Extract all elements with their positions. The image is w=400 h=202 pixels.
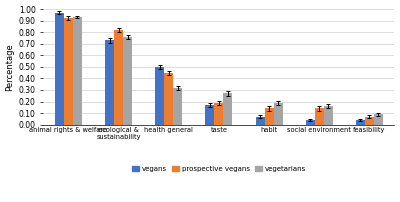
Bar	[224, 94, 232, 125]
Bar	[73, 17, 82, 125]
Bar	[374, 114, 383, 125]
Bar	[356, 120, 365, 125]
Bar	[214, 103, 224, 125]
Bar	[306, 120, 315, 125]
Bar	[315, 108, 324, 125]
Bar	[264, 108, 274, 125]
Y-axis label: Percentage: Percentage	[6, 43, 14, 91]
Bar	[164, 73, 173, 125]
Bar	[114, 30, 123, 125]
Bar	[55, 13, 64, 125]
Bar	[64, 18, 73, 125]
Bar	[274, 103, 282, 125]
Bar	[123, 37, 132, 125]
Bar	[256, 117, 264, 125]
Legend: vegans, prospective vegans, vegetarians: vegans, prospective vegans, vegetarians	[129, 163, 309, 174]
Bar	[155, 67, 164, 125]
Bar	[173, 88, 182, 125]
Bar	[205, 105, 214, 125]
Bar	[365, 117, 374, 125]
Bar	[324, 106, 333, 125]
Bar	[105, 40, 114, 125]
